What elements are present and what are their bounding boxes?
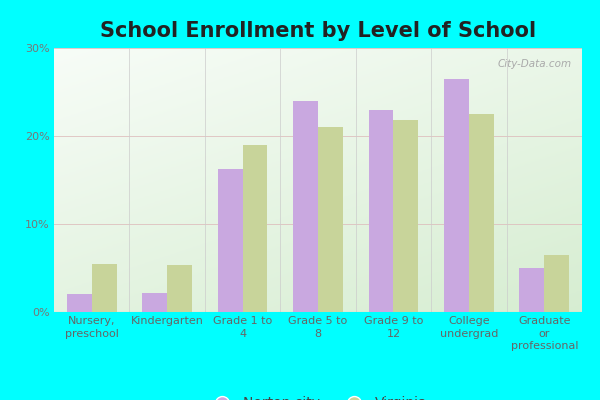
Bar	[444, 79, 469, 312]
Bar	[520, 268, 544, 312]
Bar	[92, 264, 116, 312]
Bar	[142, 293, 167, 312]
Legend: Norton city, Virginia: Norton city, Virginia	[202, 391, 434, 400]
Bar	[469, 114, 494, 312]
Bar	[218, 170, 242, 312]
Bar	[394, 120, 418, 312]
Bar	[368, 110, 394, 312]
Bar	[318, 127, 343, 312]
Bar	[167, 265, 192, 312]
Bar	[242, 145, 268, 312]
Bar	[293, 101, 318, 312]
Bar	[544, 255, 569, 312]
Bar	[67, 294, 92, 312]
Text: City-Data.com: City-Data.com	[497, 58, 571, 68]
Title: School Enrollment by Level of School: School Enrollment by Level of School	[100, 21, 536, 41]
